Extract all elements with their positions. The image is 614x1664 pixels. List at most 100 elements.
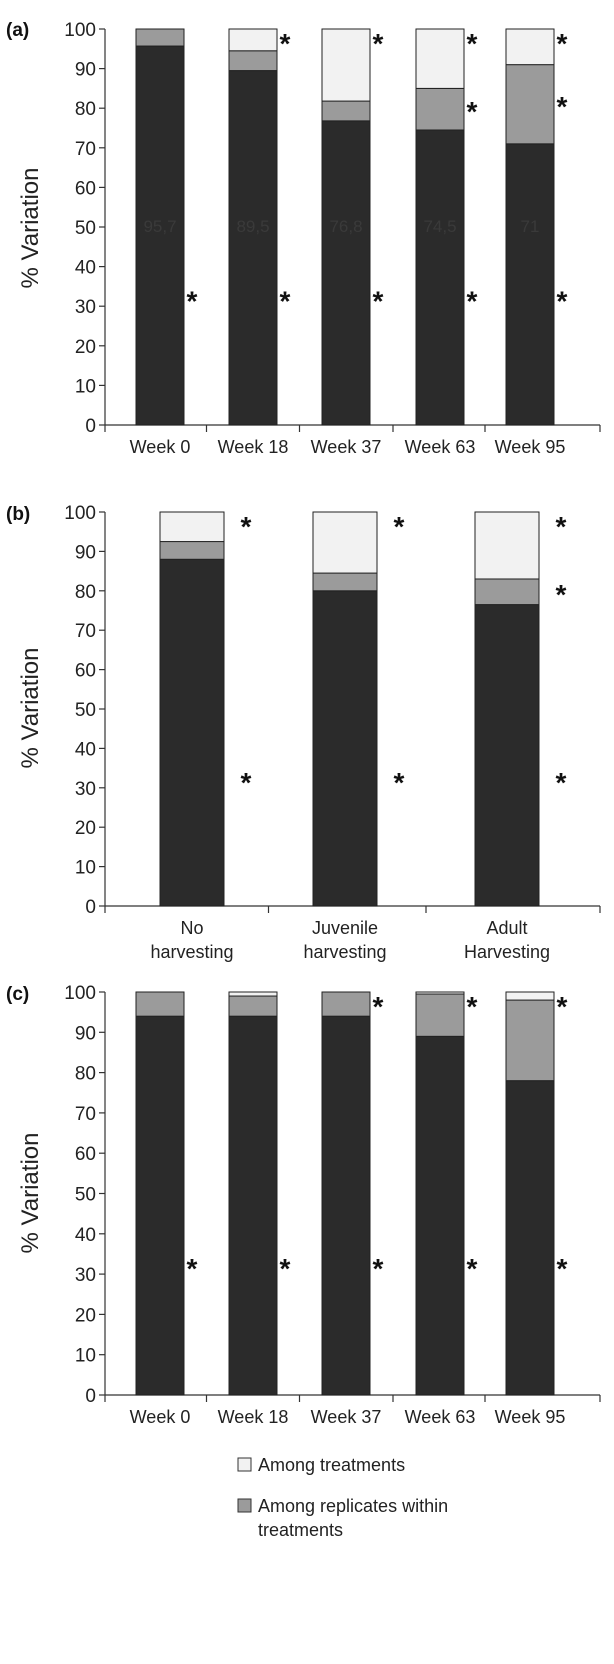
- significance-asterisk: *: [187, 1253, 198, 1284]
- bar-segment: [505, 28, 555, 66]
- bar-value-label: 76,8: [329, 217, 362, 236]
- bar-segment: [415, 129, 465, 426]
- significance-asterisk: *: [556, 579, 567, 610]
- bar-segment: [415, 993, 465, 1037]
- significance-asterisk: *: [280, 285, 291, 316]
- bar-segment: [228, 995, 278, 1017]
- bar-segment: [228, 70, 278, 426]
- bar-segment: [415, 87, 465, 131]
- legend: Among treatments Among replicates within t…: [237, 1455, 448, 1540]
- significance-asterisk: *: [280, 1253, 291, 1284]
- y-tick-label: 40: [75, 739, 96, 760]
- y-tick-label: 90: [75, 542, 96, 563]
- significance-asterisk: *: [373, 285, 384, 316]
- bar-value-label: 95,7: [143, 217, 176, 236]
- y-tick-label: 90: [75, 60, 96, 81]
- chart-panel-c: (c) % Variation 0 10 20 30 40 50 60 70 80 90 100 Week…: [6, 983, 601, 1427]
- bar-value-label: 74,5: [423, 217, 456, 236]
- bar-segment: [505, 991, 555, 1001]
- y-tick-label: 0: [85, 416, 96, 437]
- significance-asterisk: *: [557, 285, 568, 316]
- legend-swatch: [237, 1498, 252, 1513]
- panel-label: (c): [6, 984, 29, 1005]
- y-tick-label: 80: [75, 1064, 96, 1085]
- bar-value-label: 89,5: [236, 217, 269, 236]
- bar-segment: [321, 120, 371, 426]
- significance-asterisk: *: [557, 1253, 568, 1284]
- y-tick-label: 60: [75, 1144, 96, 1165]
- panel-label: (b): [6, 504, 30, 525]
- y-tick-label: 0: [85, 897, 96, 918]
- bar-segment: [474, 511, 540, 580]
- x-tick-label: harvesting: [150, 942, 233, 962]
- x-tick-label: Week 0: [130, 437, 191, 457]
- significance-asterisk: *: [467, 28, 478, 59]
- significance-asterisk: *: [467, 1253, 478, 1284]
- y-tick-label: 90: [75, 1023, 96, 1044]
- significance-asterisk: *: [556, 511, 567, 542]
- significance-asterisk: *: [394, 511, 405, 542]
- bar-segment: [505, 64, 555, 145]
- significance-asterisk: *: [373, 991, 384, 1022]
- legend-label: Among treatments: [258, 1455, 405, 1475]
- y-axis-title: % Variation: [17, 648, 44, 769]
- chart-panel-b: (b) % Variation 0 10 20 30 40 50 60 70 80 90 100 No ha…: [6, 503, 601, 962]
- bar-segment: [312, 511, 378, 574]
- significance-asterisk: *: [280, 28, 291, 59]
- y-tick-label: 70: [75, 1104, 96, 1125]
- bar-segment: [159, 511, 225, 543]
- bar-segment: [312, 590, 378, 907]
- legend-label: treatments: [258, 1520, 343, 1540]
- significance-asterisk: *: [394, 767, 405, 798]
- bar-segment: [159, 558, 225, 907]
- bar-segment: [321, 991, 371, 1017]
- bar-segment: [135, 991, 185, 1017]
- y-tick-label: 100: [64, 503, 96, 524]
- y-tick-label: 0: [85, 1386, 96, 1407]
- significance-asterisk: *: [467, 285, 478, 316]
- y-axis-title: % Variation: [17, 168, 44, 289]
- y-tick-label: 60: [75, 178, 96, 199]
- bar-segment: [321, 1015, 371, 1396]
- legend-swatch: [237, 1457, 252, 1472]
- y-tick-label: 30: [75, 779, 96, 800]
- x-tick-label: Juvenile: [312, 918, 378, 938]
- bar-segment: [505, 143, 555, 426]
- y-tick-label: 70: [75, 621, 96, 642]
- y-tick-label: 50: [75, 218, 96, 239]
- bar-segment: [312, 572, 378, 592]
- bar-segment: [228, 28, 278, 52]
- x-tick-label: Adult: [486, 918, 527, 938]
- y-tick-label: 50: [75, 700, 96, 721]
- x-tick-label: Harvesting: [464, 942, 550, 962]
- significance-asterisk: *: [241, 767, 252, 798]
- y-axis-title: % Variation: [17, 1133, 44, 1254]
- y-tick-label: 30: [75, 1265, 96, 1286]
- significance-asterisk: *: [373, 1253, 384, 1284]
- bar-segment: [321, 28, 371, 102]
- x-tick-label: Week 37: [311, 1407, 382, 1427]
- bar-segment: [415, 28, 465, 89]
- chart-panel-a: (a) % Variation 0 10 20 30 40 50 60 70 80 90 100 95,7…: [6, 20, 601, 457]
- y-tick-label: 10: [75, 858, 96, 879]
- x-tick-label: Week 18: [218, 1407, 289, 1427]
- significance-asterisk: *: [557, 28, 568, 59]
- bar-segment: [321, 100, 371, 122]
- y-tick-label: 10: [75, 1346, 96, 1367]
- x-tick-label: Week 95: [495, 1407, 566, 1427]
- y-tick-label: 40: [75, 1225, 96, 1246]
- x-tick-label: harvesting: [303, 942, 386, 962]
- bar-segment: [135, 1015, 185, 1396]
- significance-asterisk: *: [187, 285, 198, 316]
- y-tick-label: 70: [75, 139, 96, 160]
- x-tick-label: Week 95: [495, 437, 566, 457]
- bar-segment: [505, 1080, 555, 1396]
- bar-segment: [505, 999, 555, 1082]
- y-tick-label: 80: [75, 582, 96, 603]
- y-tick-label: 20: [75, 818, 96, 839]
- bar-value-label: 71: [521, 217, 540, 236]
- bar-segment: [159, 541, 225, 560]
- significance-asterisk: *: [557, 91, 568, 122]
- y-tick-label: 30: [75, 297, 96, 318]
- significance-asterisk: *: [241, 511, 252, 542]
